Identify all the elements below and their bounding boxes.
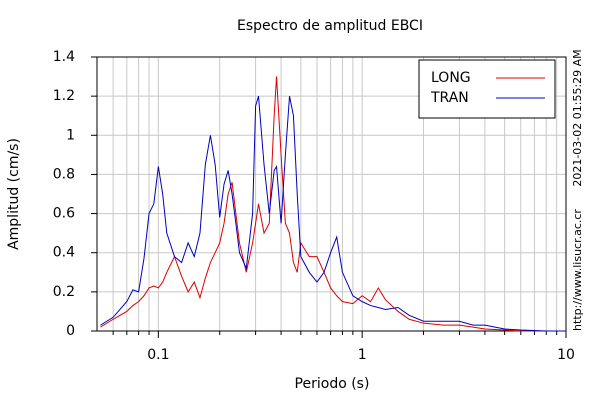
- y-tick-label: 1.2: [53, 88, 75, 104]
- y-tick-label: 0: [66, 323, 75, 339]
- x-axis-label: Periodo (s): [295, 376, 370, 392]
- x-tick-label: 10: [557, 347, 575, 363]
- y-tick-label: 0.4: [53, 245, 75, 261]
- legend-label: TRAN: [430, 90, 469, 106]
- series-line: [100, 95, 566, 332]
- legend-box: [418, 59, 556, 119]
- plot-frame: [96, 56, 567, 332]
- y-tick-label: 1.4: [53, 49, 75, 65]
- legend-label: LONG: [431, 70, 471, 86]
- y-tick-label: 0.8: [53, 166, 75, 182]
- x-tick-label: 0.1: [147, 347, 169, 363]
- y-tick-label: 0.2: [53, 284, 75, 300]
- y-tick-label: 1: [66, 127, 75, 143]
- x-tick-label: 1: [358, 347, 367, 363]
- website: http://www.lisucr.ac.cr: [571, 209, 584, 331]
- chart-title: Espectro de amplitud EBCI: [237, 18, 423, 34]
- y-tick-label: 0.6: [53, 206, 75, 222]
- timestamp: 2021-03-02 01:55:29 AM: [571, 49, 584, 186]
- series-line: [100, 76, 566, 332]
- y-axis-label: Amplitud (cm/s): [6, 138, 22, 250]
